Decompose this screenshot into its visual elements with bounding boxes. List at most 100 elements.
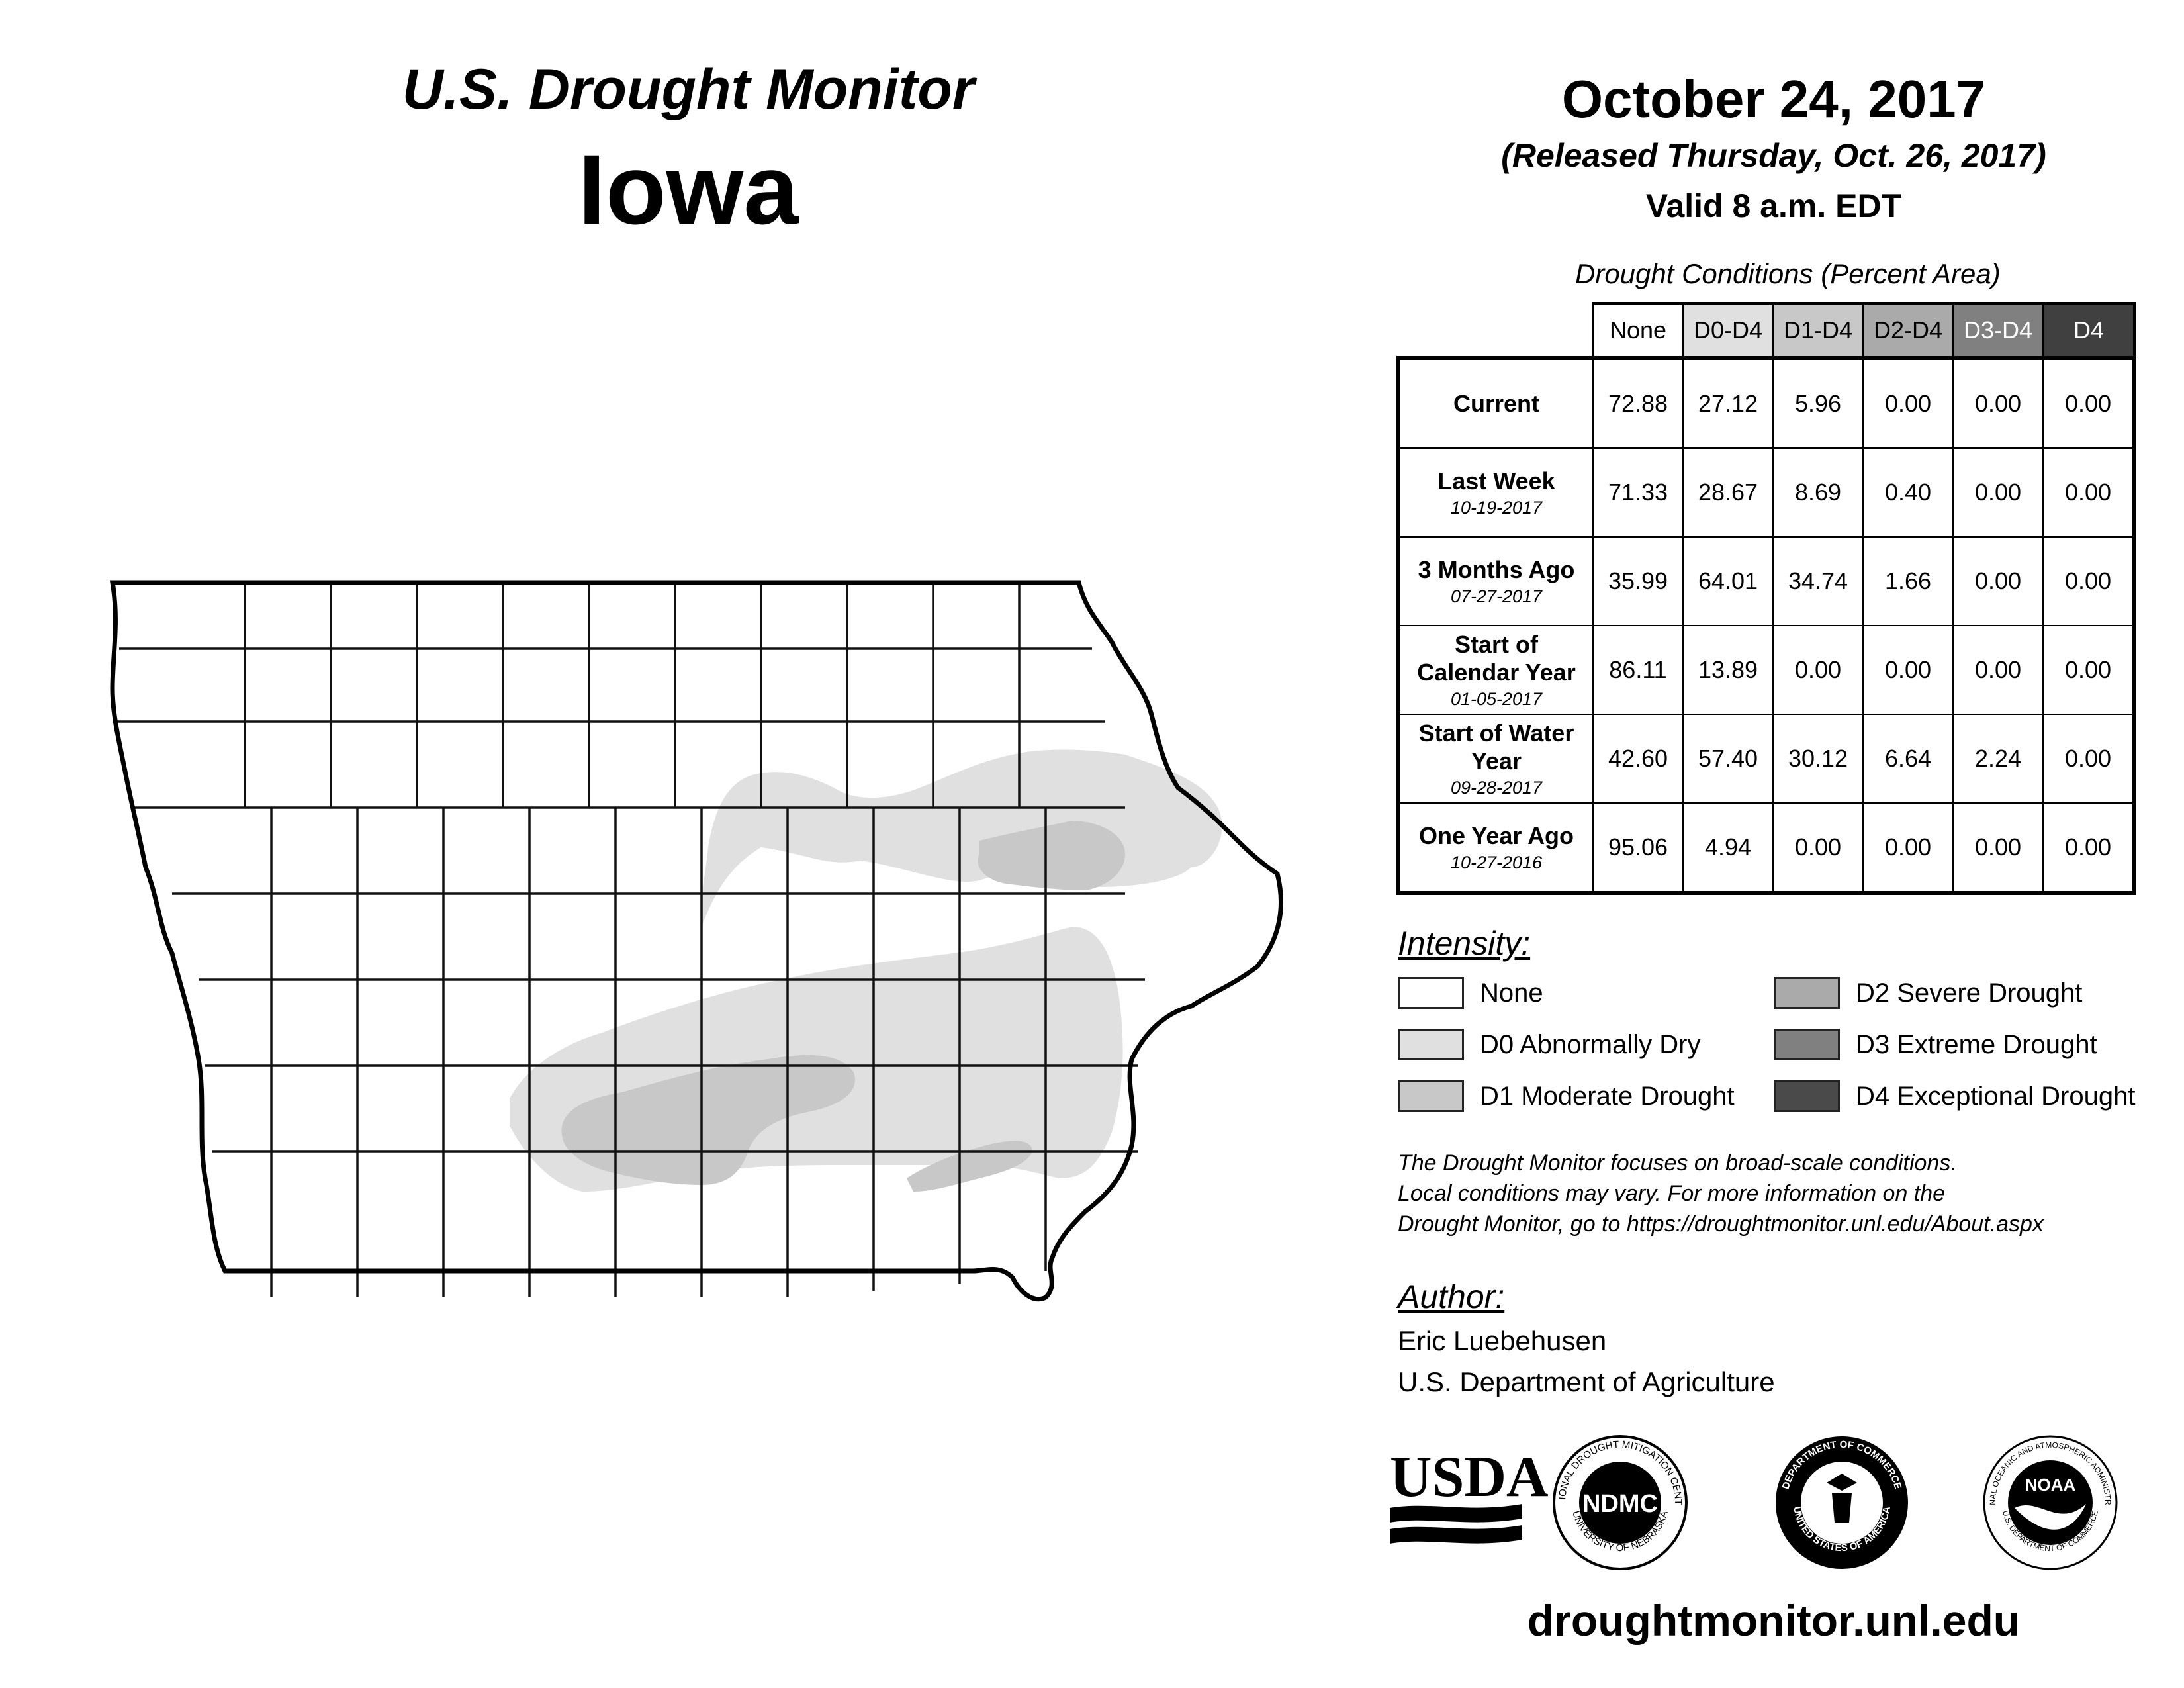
col-header-d0-d4: D0-D4 xyxy=(1682,302,1774,359)
row-label: Last Week 10-19-2017 xyxy=(1396,447,1594,538)
legend-swatch xyxy=(1774,1080,1840,1112)
row-title: Current xyxy=(1453,390,1539,417)
cell-d1-d4: 34.74 xyxy=(1772,536,1864,626)
author-organization: U.S. Department of Agriculture xyxy=(1398,1366,1775,1397)
row-title: 3 Months Ago xyxy=(1418,555,1575,583)
cell-d3-d4: 0.00 xyxy=(1952,536,2044,626)
disclaimer-note: The Drought Monitor focuses on broad-sca… xyxy=(1398,1148,2179,1239)
cell-d4: 0.00 xyxy=(2042,447,2136,538)
agency-logos: USDA NATIONAL DROUGHT MITIGATION CENTER … xyxy=(1390,1430,2118,1570)
cell-d4: 0.00 xyxy=(2042,536,2136,626)
row-title: Start of Water Year xyxy=(1418,719,1574,774)
iowa-state-outline xyxy=(109,580,1284,1302)
table-row: Start of Water Year 09-28-2017 42.60 57.4… xyxy=(1396,714,2136,804)
cell-d3-d4: 0.00 xyxy=(1952,625,2044,715)
legend-label: D2 Severe Drought xyxy=(1856,978,2083,1008)
cell-d2-d4: 0.00 xyxy=(1862,356,1954,449)
table-row: Start of Calendar Year 01-05-2017 86.11 1… xyxy=(1396,625,2136,715)
header-blank-cell xyxy=(1398,303,1593,358)
cell-d2-d4: 0.00 xyxy=(1862,802,1954,895)
col-header-none: None xyxy=(1592,302,1684,359)
release-date: (Released Thursday, Oct. 26, 2017) xyxy=(1501,137,2046,174)
valid-time: Valid 8 a.m. EDT xyxy=(1645,187,1902,224)
legend-item-d2: D2 Severe Drought xyxy=(1774,977,2082,1009)
table-header-row: None D0-D4 D1-D4 D2-D4 D3-D4 D4 xyxy=(1398,302,2136,359)
row-date: 10-19-2017 xyxy=(1450,497,1543,518)
cell-none: 42.60 xyxy=(1592,714,1684,804)
cell-d4: 0.00 xyxy=(2042,356,2136,449)
cell-none: 86.11 xyxy=(1592,625,1684,715)
cell-d4: 0.00 xyxy=(2042,802,2136,895)
legend-label: D1 Moderate Drought xyxy=(1480,1081,1735,1111)
row-date: 10-27-2016 xyxy=(1450,852,1543,872)
program-title: U.S. Drought Monitor xyxy=(402,58,975,121)
col-header-d4: D4 xyxy=(2042,302,2136,359)
website-url: droughtmonitor.unl.edu xyxy=(1527,1596,2021,1645)
row-label: 3 Months Ago 07-27-2017 xyxy=(1396,536,1594,626)
legend-swatch xyxy=(1774,977,1840,1009)
cell-d0-d4: 27.12 xyxy=(1682,356,1774,449)
table-row: 3 Months Ago 07-27-2017 35.99 64.01 34.74… xyxy=(1396,536,2136,626)
cell-d2-d4: 1.66 xyxy=(1862,536,1954,626)
row-label: Current xyxy=(1396,356,1594,449)
cell-d1-d4: 30.12 xyxy=(1772,714,1864,804)
table-row: Current 72.88 27.12 5.96 0.00 0.00 0.00 xyxy=(1396,356,2136,449)
cell-d1-d4: 0.00 xyxy=(1772,802,1864,895)
cell-d4: 0.00 xyxy=(2042,625,2136,715)
col-header-d3-d4: D3-D4 xyxy=(1952,302,2044,359)
usda-logo: USDA xyxy=(1390,1445,1549,1544)
state-title: Iowa xyxy=(578,134,799,245)
noaa-logo-text: NOAA xyxy=(2025,1475,2076,1495)
cell-d2-d4: 6.64 xyxy=(1862,714,1954,804)
d0-area-east xyxy=(700,749,1222,927)
cell-d0-d4: 13.89 xyxy=(1682,625,1774,715)
cell-d4: 0.00 xyxy=(2042,714,2136,804)
legend-item-none: None xyxy=(1398,977,1543,1009)
row-date: 07-27-2017 xyxy=(1450,586,1543,606)
note-line: Local conditions may vary. For more info… xyxy=(1398,1181,1946,1206)
note-line: The Drought Monitor focuses on broad-sca… xyxy=(1398,1150,1957,1176)
ndmc-logo-text: NDMC xyxy=(1582,1490,1658,1518)
row-date: 09-28-2017 xyxy=(1450,777,1543,798)
cell-d3-d4: 0.00 xyxy=(1952,356,2044,449)
table-row: One Year Ago 10-27-2016 95.06 4.94 0.00 0… xyxy=(1396,802,2136,895)
cell-d2-d4: 0.40 xyxy=(1862,447,1954,538)
doc-seal: DEPARTMENT OF COMMERCE UNITED STATES OF … xyxy=(1776,1436,1908,1569)
legend-label: D3 Extreme Drought xyxy=(1856,1029,2097,1059)
cell-d0-d4: 28.67 xyxy=(1682,447,1774,538)
cell-d0-d4: 57.40 xyxy=(1682,714,1774,804)
legend-label: D0 Abnormally Dry xyxy=(1480,1029,1701,1059)
cell-none: 35.99 xyxy=(1592,536,1684,626)
legend-swatch xyxy=(1398,977,1464,1009)
cell-none: 95.06 xyxy=(1592,802,1684,895)
legend-swatch xyxy=(1398,1080,1464,1112)
row-title: One Year Ago xyxy=(1418,821,1574,849)
drought-conditions-table: None D0-D4 D1-D4 D2-D4 D3-D4 D4 Current … xyxy=(1396,302,2136,895)
legend-label: None xyxy=(1480,978,1543,1008)
table-row: Last Week 10-19-2017 71.33 28.67 8.69 0.4… xyxy=(1396,447,2136,538)
row-title: Last Week xyxy=(1437,467,1555,494)
cell-d1-d4: 5.96 xyxy=(1772,356,1864,449)
row-title: Start of Calendar Year xyxy=(1417,630,1576,686)
legend-swatch xyxy=(1398,1029,1464,1060)
legend-item-d1: D1 Moderate Drought xyxy=(1398,1080,1735,1112)
legend-title: Intensity: xyxy=(1398,925,1531,962)
row-date: 01-05-2017 xyxy=(1450,688,1543,709)
row-label: One Year Ago 10-27-2016 xyxy=(1396,802,1594,895)
author-title: Author: xyxy=(1398,1278,1505,1315)
map-date: October 24, 2017 xyxy=(1561,70,1986,128)
note-line: Drought Monitor, go to https://droughtmo… xyxy=(1398,1211,2044,1237)
cell-d3-d4: 0.00 xyxy=(1952,802,2044,895)
cell-none: 72.88 xyxy=(1592,356,1684,449)
d1-area-southeast xyxy=(907,1141,1032,1192)
cell-d0-d4: 64.01 xyxy=(1682,536,1774,626)
table-caption: Drought Conditions (Percent Area) xyxy=(1575,258,2001,289)
county-lines xyxy=(113,581,1145,1297)
row-label: Start of Water Year 09-28-2017 xyxy=(1396,714,1594,804)
cell-d3-d4: 2.24 xyxy=(1952,714,2044,804)
col-header-d1-d4: D1-D4 xyxy=(1772,302,1864,359)
legend-item-d0: D0 Abnormally Dry xyxy=(1398,1029,1700,1060)
row-label: Start of Calendar Year 01-05-2017 xyxy=(1396,625,1594,715)
iowa-drought-map xyxy=(109,580,1284,1302)
cell-d0-d4: 4.94 xyxy=(1682,802,1774,895)
